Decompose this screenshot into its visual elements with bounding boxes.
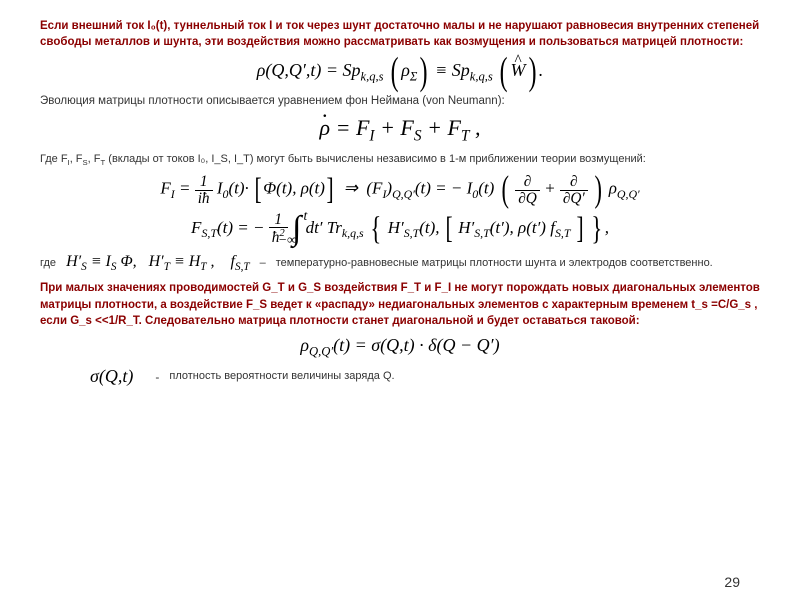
eq-sigma: σ(Q,t) — [90, 366, 133, 387]
text-f-description: температурно-равновесные матрицы плотнос… — [276, 256, 760, 271]
label-gde: где — [40, 256, 56, 271]
row-where-definitions: где H′S ≡ IS Φ, H′T ≡ HT , fS,T – темпер… — [40, 252, 760, 275]
text-where-contributions: Где FI, FS, FT (вклады от токов I₀, I_S,… — [40, 152, 760, 169]
eq-rho-diagonal: ρQ,Q′(t) = σ(Q,t) · δ(Q − Q′) — [40, 335, 760, 360]
text-evolution: Эволюция матрицы плотности описывается у… — [40, 94, 760, 110]
eq-defs: H′S ≡ IS Φ, H′T ≡ HT , fS,T — [66, 253, 250, 273]
eq-Fst: FS,T(t) = − 1ħ2 ∫t−∞ dt′ Trk,q,s { H′S,T… — [40, 212, 760, 246]
eq-von-neumann: · ρ = FI + FS + FT , — [40, 115, 760, 145]
eq1-sp1: Sp — [343, 60, 361, 80]
page-number: 29 — [724, 574, 740, 590]
eq1-lhs: ρ(Q,Q′,t) — [257, 60, 322, 80]
eq-Fi: FI = 1iħ I0(t)· [Φ(t), ρ(t)] ⇒ (FI)Q,Q′(… — [40, 174, 760, 206]
eq-density-matrix: ρ(Q,Q′,t) = Spk,q,s (ρΣ) ≡ Spk,q,s (W). — [40, 56, 760, 88]
eq1-sp2: Sp — [452, 60, 470, 80]
diagonal-heading: При малых значениях проводимостей G_T и … — [40, 280, 760, 328]
text-sigma-desc: плотность вероятности величины заряда Q. — [169, 369, 394, 384]
row-sigma-def: σ(Q,t) - плотность вероятности величины … — [90, 365, 760, 388]
intro-heading: Если внешний ток I₀(t), туннельный ток I… — [40, 18, 760, 50]
